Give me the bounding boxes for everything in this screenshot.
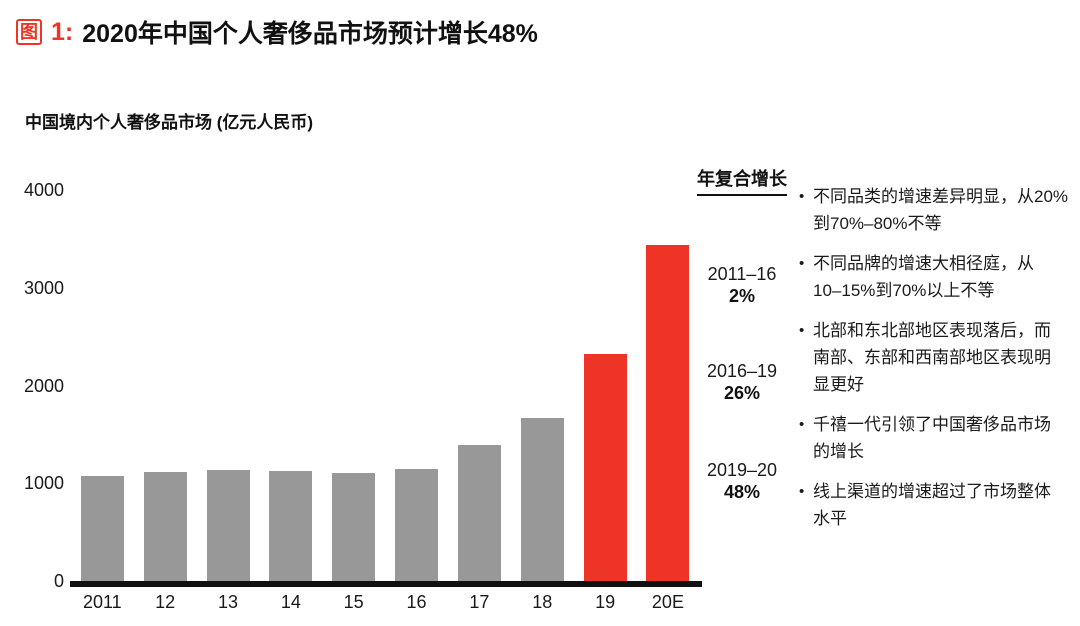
bar-15 bbox=[332, 473, 376, 581]
cagr-value: 48% bbox=[723, 482, 761, 502]
bullet-item: 千禧一代引领了中国奢侈品市场 的增长 bbox=[798, 411, 1076, 465]
cagr-item-2011-16: 2011–16 2% bbox=[690, 263, 794, 307]
bar-12 bbox=[143, 471, 187, 581]
bar-17 bbox=[457, 445, 501, 581]
cagr-item-2019-20: 2019–20 48% bbox=[690, 459, 794, 503]
bar-14 bbox=[269, 471, 313, 581]
cagr-header: 年复合增长 bbox=[697, 165, 787, 196]
figure-header: 图 1: 2020年中国个人奢侈品市场预计增长48% bbox=[16, 16, 538, 48]
y-tick-3000: 3000 bbox=[23, 277, 64, 298]
y-tick-2000: 2000 bbox=[23, 375, 64, 396]
x-label-15: 15 bbox=[343, 592, 364, 612]
bar-13 bbox=[206, 469, 250, 581]
cagr-header-wrap: 年复合增长 bbox=[690, 165, 794, 196]
x-label-18: 18 bbox=[532, 592, 553, 612]
bar-19 bbox=[583, 354, 627, 581]
bar-20E bbox=[646, 244, 690, 581]
x-label-16: 16 bbox=[406, 592, 427, 612]
x-label-14: 14 bbox=[280, 592, 301, 612]
cagr-item-2016-19: 2016–19 26% bbox=[690, 360, 794, 404]
page-title: 2020年中国个人奢侈品市场预计增长48% bbox=[82, 20, 538, 48]
y-tick-1000: 1000 bbox=[23, 473, 64, 494]
chart-subtitle: 中国境内个人奢侈品市场 (亿元人民币) bbox=[25, 113, 314, 132]
y-tick-0: 0 bbox=[53, 571, 64, 591]
bullet-item: 不同品类的增速差异明显，从20% 到70%–80%不等 bbox=[798, 183, 1076, 237]
x-axis-line bbox=[70, 581, 702, 587]
cagr-value: 2% bbox=[728, 286, 755, 306]
figure-badge-icon: 图 bbox=[16, 19, 42, 45]
bar-18 bbox=[520, 417, 564, 581]
x-label-19: 19 bbox=[595, 592, 616, 612]
bullet-item: 线上渠道的增速超过了市场整体 水平 bbox=[798, 478, 1076, 532]
y-tick-4000: 4000 bbox=[23, 180, 64, 200]
x-label-17: 17 bbox=[469, 592, 490, 612]
x-label-20E: 20E bbox=[651, 592, 684, 612]
x-label-13: 13 bbox=[217, 592, 239, 612]
cagr-period: 2016–19 bbox=[706, 361, 778, 381]
figure-number: 1: bbox=[51, 17, 74, 46]
cagr-value: 26% bbox=[723, 383, 761, 403]
bullet-item: 北部和东北部地区表现落后，而 南部、东部和西南部地区表现明 显更好 bbox=[798, 317, 1076, 398]
cagr-period: 2011–16 bbox=[707, 264, 777, 284]
insight-bullets: 不同品类的增速差异明显，从20% 到70%–80%不等不同品牌的增速大相径庭，从… bbox=[798, 183, 1076, 545]
bar-2011 bbox=[80, 476, 124, 581]
cagr-period: 2019–20 bbox=[706, 460, 778, 480]
bullet-item: 不同品牌的增速大相径庭，从 10–15%到70%以上不等 bbox=[798, 250, 1076, 304]
x-label-12: 12 bbox=[155, 592, 176, 612]
x-label-2011: 2011 bbox=[82, 592, 122, 612]
bar-16 bbox=[395, 469, 439, 581]
